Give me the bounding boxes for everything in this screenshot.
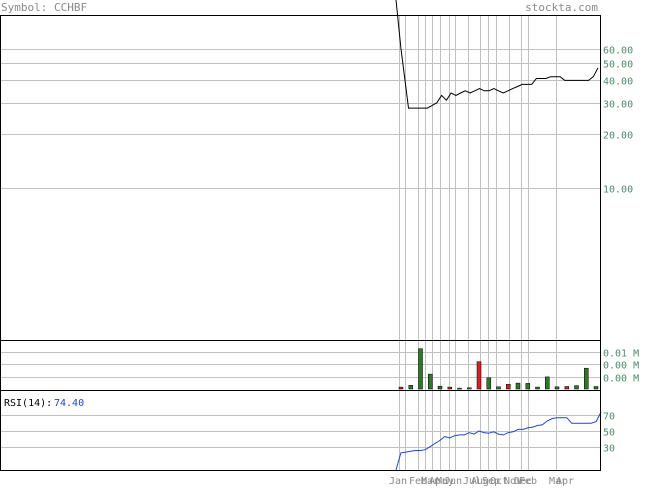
rsi-label: RSI(14): bbox=[4, 398, 52, 409]
x-axis-month-label: Sep bbox=[482, 476, 500, 486]
volume-bar bbox=[476, 361, 482, 390]
volume-bar bbox=[506, 384, 511, 390]
rsi-tick-label: 70 bbox=[603, 412, 615, 423]
rsi-value: 74.40 bbox=[54, 398, 84, 409]
volume-bar bbox=[554, 386, 560, 390]
x-axis-month-label: May bbox=[436, 476, 454, 486]
volume-bar bbox=[408, 385, 414, 390]
rsi-tick-label: 30 bbox=[603, 444, 615, 455]
x-axis-month-label: Dec bbox=[514, 476, 532, 486]
volume-bar bbox=[574, 385, 579, 390]
volume-bar bbox=[457, 387, 462, 390]
volume-bar bbox=[535, 386, 540, 390]
volume-bar bbox=[525, 383, 531, 390]
volume-tick-label: 0.00 M bbox=[603, 361, 639, 372]
x-axis-month-label: Oct bbox=[490, 476, 508, 486]
x-axis-month-label: Feb bbox=[409, 476, 427, 486]
volume-bar bbox=[515, 382, 521, 390]
volume-bar bbox=[545, 376, 550, 390]
price-tick-label: 30.00 bbox=[603, 100, 633, 111]
price-tick-label: 10.00 bbox=[603, 185, 633, 196]
volume-bar bbox=[496, 386, 501, 390]
price-tick-label: 60.00 bbox=[603, 46, 633, 57]
price-tick-label: 40.00 bbox=[603, 77, 633, 88]
volume-bar bbox=[437, 385, 443, 390]
volume-bar bbox=[467, 387, 472, 390]
price-series-line bbox=[395, 0, 599, 109]
volume-tick-label: 0.00 M bbox=[603, 374, 639, 385]
volume-bar bbox=[418, 348, 423, 390]
symbol-label: Symbol: CCHBF bbox=[1, 1, 87, 14]
rsi-tick-label: 50 bbox=[603, 428, 615, 439]
volume-bar bbox=[398, 386, 404, 390]
volume-bar bbox=[486, 377, 492, 390]
x-axis-month-label: Mar bbox=[549, 476, 567, 486]
price-tick-label: 50.00 bbox=[603, 60, 633, 71]
x-axis-month-label: Apr bbox=[429, 476, 447, 486]
volume-tick-label: 0.01 M bbox=[603, 349, 639, 360]
price-tick-label: 20.00 bbox=[603, 131, 633, 142]
price-panel-frame bbox=[0, 15, 601, 341]
rsi-series-line bbox=[395, 411, 602, 471]
site-label: stockta.com bbox=[525, 1, 598, 14]
x-axis-month-label: Jul bbox=[463, 476, 481, 486]
volume-bar bbox=[447, 386, 453, 390]
x-axis-month-label: Jan bbox=[389, 476, 407, 486]
x-axis-month-label: Nov bbox=[504, 476, 522, 486]
volume-bar bbox=[564, 386, 570, 390]
volume-panel-frame bbox=[0, 340, 601, 391]
x-axis-month-label: Feb bbox=[519, 476, 537, 486]
x-axis-month-label: Mar bbox=[421, 476, 439, 486]
volume-bar bbox=[593, 386, 599, 390]
volume-bar bbox=[428, 373, 433, 390]
x-axis-month-label: Jun bbox=[444, 476, 462, 486]
volume-bar bbox=[584, 367, 589, 390]
rsi-panel-frame bbox=[0, 390, 601, 471]
x-axis-month-label: Aug bbox=[471, 476, 489, 486]
x-axis-month-label: Apr bbox=[556, 476, 574, 486]
